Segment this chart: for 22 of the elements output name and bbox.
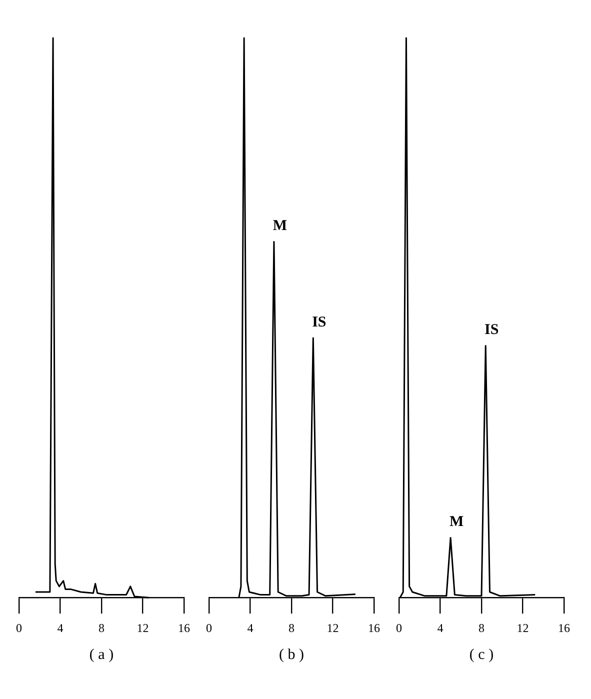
x-tick-label: 12 [136, 620, 149, 635]
x-tick-label: 12 [516, 620, 529, 635]
annotation: IS [484, 322, 499, 338]
x-tick-label: 16 [368, 620, 380, 635]
x-axis-title: ( b ) [279, 646, 304, 663]
x-tick-label: 4 [437, 620, 444, 635]
x-axis-title: ( a ) [89, 646, 114, 663]
x-axis-title: ( c ) [469, 646, 494, 663]
annotation: M [449, 514, 464, 530]
x-tick-label: 8 [98, 620, 104, 635]
x-tick-label: 16 [178, 620, 190, 635]
x-tick-label: 4 [247, 620, 254, 635]
x-tick-label: 8 [478, 620, 484, 635]
x-tick-label: 0 [396, 620, 402, 635]
x-tick-label: 0 [16, 620, 22, 635]
x-tick-label: 4 [57, 620, 64, 635]
x-tick-label: 8 [288, 620, 294, 635]
annotation: M [272, 218, 288, 234]
x-tick-label: 12 [326, 620, 339, 635]
annotation: IS [312, 314, 326, 330]
x-tick-label: 0 [206, 620, 212, 635]
x-tick-label: 16 [558, 620, 570, 635]
